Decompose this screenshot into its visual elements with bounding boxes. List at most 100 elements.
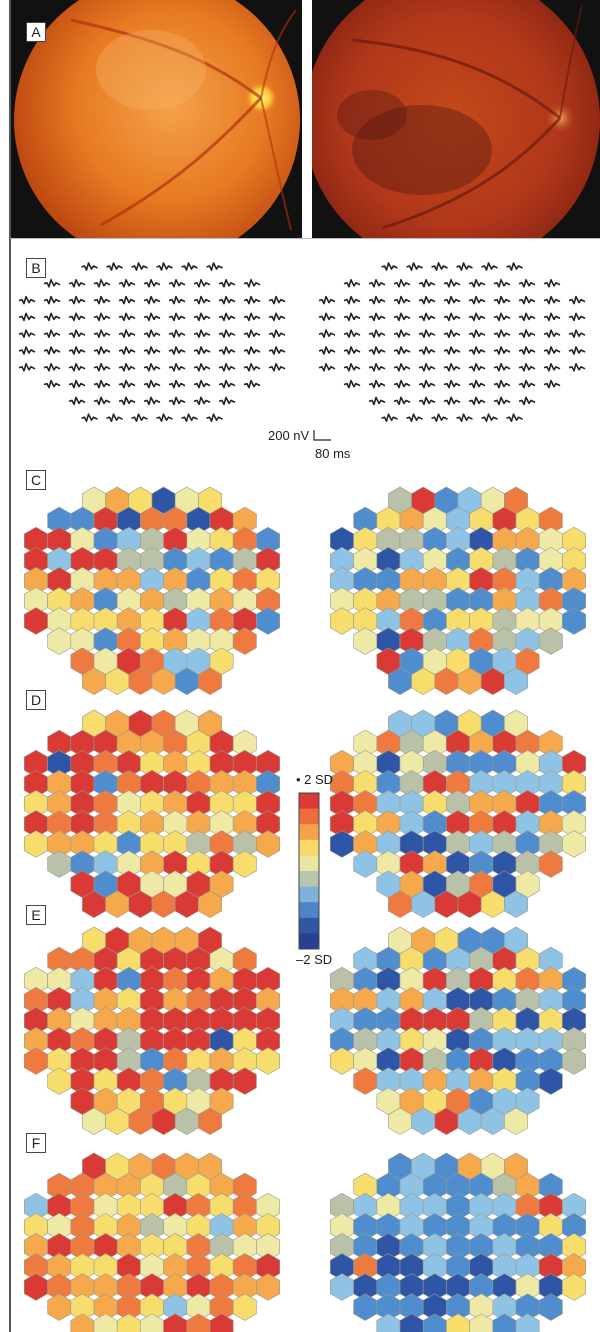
map-e-right-hex [504,1107,528,1136]
left-eye-trace [193,346,211,355]
right-eye-trace [368,346,386,355]
right-eye-trace [493,363,511,372]
map-f-right-hex [562,1253,587,1281]
left-eye-trace [106,262,123,271]
right-eye-trace [418,329,436,338]
left-eye-trace [243,329,261,338]
right-eye-trace [543,312,561,322]
right-eye-trace [568,312,586,322]
right-eye-trace [543,346,561,355]
right-eye-trace [456,413,473,422]
map-c-left-hex [256,607,281,635]
right-eye-trace [368,279,386,288]
left-eye-trace [168,329,186,338]
left-eye-trace [168,379,186,389]
map-e-left-hex [232,946,257,975]
panel-label-d: D [26,690,46,710]
right-eye-trace [493,329,511,338]
map-d-left-hex [256,749,281,778]
map-c-left-hex [256,567,281,595]
right-eye-trace [543,279,561,288]
left-eye-trace [193,379,211,389]
colorbar-segment [299,793,319,810]
right-eye-trace [481,262,498,271]
left-eye-trace [168,396,186,406]
right-eye-trace [543,379,561,389]
left-eye-trace [143,279,161,288]
right-eye-trace [318,346,336,355]
map-e-left-hex [23,1047,48,1075]
left-eye-trace [206,262,223,271]
right-eye-trace [468,279,486,288]
left-eye-trace [218,329,236,338]
map-e-right-hex [562,1007,587,1035]
left-eye-trace [93,396,111,406]
right-eye-trace [343,279,361,288]
right-eye-trace [481,413,498,422]
left-eye-trace [218,279,236,288]
left-eye-trace [118,295,136,305]
right-eye-trace [431,413,448,422]
map-f-left-hex [256,1253,281,1281]
right-eye-trace [393,312,411,322]
panel-label-b: B [26,258,46,278]
left-eye-trace [118,363,136,372]
left-eye-trace [43,363,61,372]
right-eye-trace [568,329,586,338]
map-c-left-hex [23,607,48,635]
right-eye-trace [443,363,461,372]
map-e-right-hex [353,1067,378,1095]
left-eye-trace [156,413,173,422]
map-f-left-hex [116,1313,141,1332]
left-eye-trace [118,396,136,406]
map-d-left-hex [232,729,257,758]
left-eye-trace [193,396,211,406]
right-eye-trace [468,379,486,389]
left-eye-trace [18,363,36,372]
left-eye-trace [81,413,98,422]
right-eye-trace [468,312,486,322]
right-eye-trace [493,379,511,389]
right-eye-trace [443,396,461,406]
map-f-left-hex [256,1273,281,1301]
map-e-left-hex [256,1027,281,1055]
left-eye-trace [68,346,86,355]
left-eye-trace [93,363,111,372]
map-e-right-hex [538,1067,563,1095]
map-e-right-hex [329,1047,354,1075]
colorbar-segment [299,917,319,934]
right-eye-trace [343,346,361,355]
map-c-right-hex [329,607,354,635]
right-eye-trace [518,295,536,305]
right-eye-trace [393,379,411,389]
left-eye-trace [218,363,236,372]
map-c-right-hex [562,567,587,595]
left-eye-trace [193,363,211,372]
right-eye-trace [568,363,586,372]
map-e-left-hex [256,1007,281,1035]
map-d-right-hex [504,890,528,919]
map-c-right-hex [562,526,587,555]
right-eye-trace [418,295,436,305]
right-eye-trace [343,329,361,338]
map-d-right-hex [562,749,587,778]
right-eye-trace [431,262,448,271]
fundus-photo-right [312,0,600,238]
map-c-left-hex [256,526,281,555]
right-eye-trace [518,279,536,288]
right-eye-trace [418,346,436,355]
right-eye-trace [443,312,461,322]
map-d-right-hex [538,850,563,878]
left-eye-trace [218,346,236,355]
right-eye-trace [443,295,461,305]
colorbar-segment [299,839,319,856]
colorbar-segment [299,886,319,903]
map-f-right-hex [515,1313,540,1332]
map-c-right-hex [353,627,378,655]
right-eye-trace [493,396,511,406]
map-f-right-hex [422,1313,447,1332]
right-eye-trace [468,346,486,355]
left-eye-trace [43,346,61,355]
map-c-left-hex [256,587,281,615]
map-f-left-hex [256,1192,281,1221]
